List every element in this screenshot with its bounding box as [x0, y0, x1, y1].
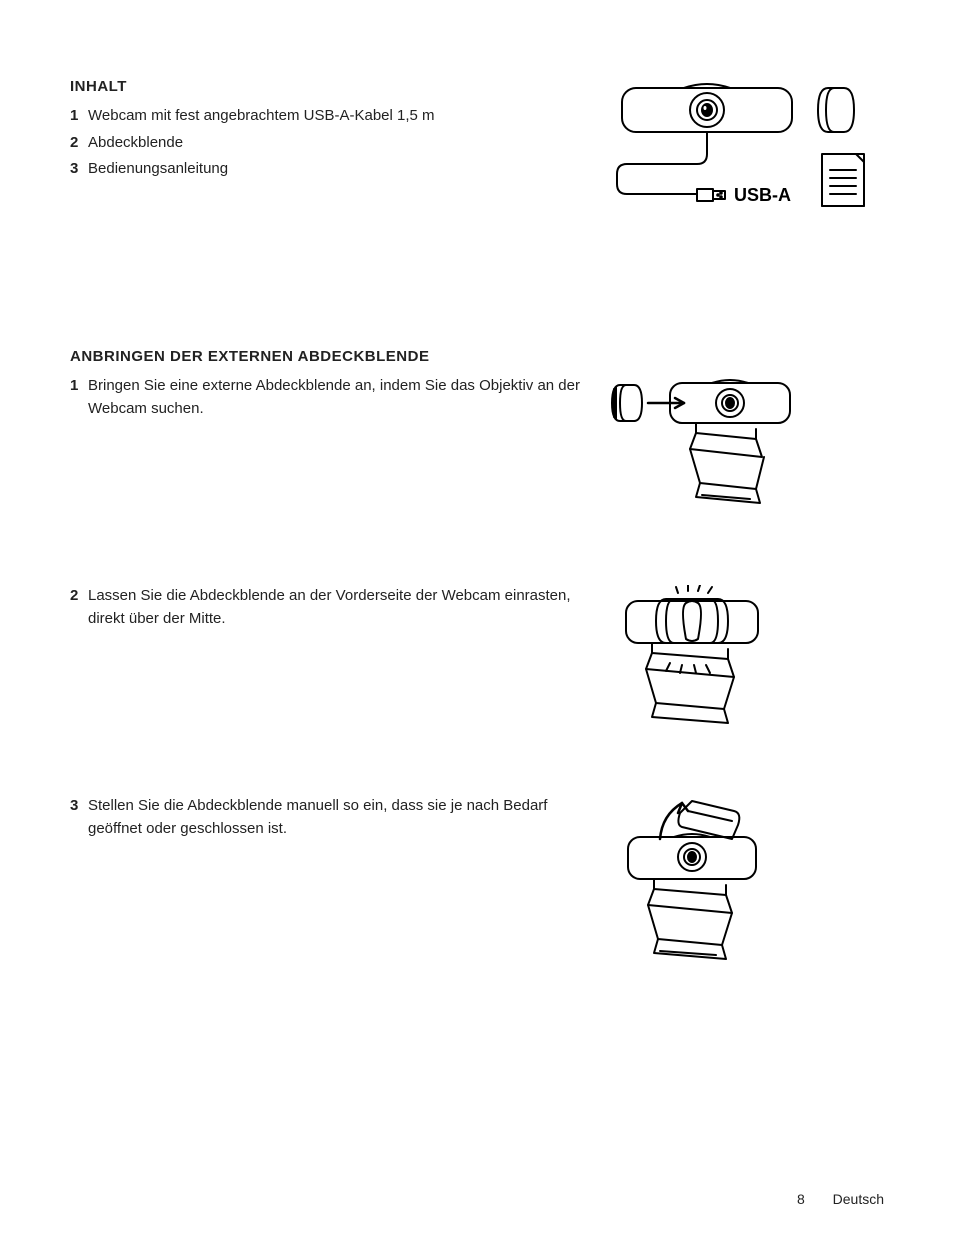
attach-shutter-step3-illustration	[604, 795, 784, 985]
step-text-column: 2 Lassen Sie die Abdeckblende an der Vor…	[70, 585, 604, 634]
inhalt-text-column: INHALT 1 Webcam mit fest angebrachtem US…	[70, 78, 604, 185]
step-item: 3 Stellen Sie die Abdeckblende manuell s…	[70, 795, 584, 840]
inhalt-item: 2 Abdeckblende	[70, 132, 584, 155]
inhalt-figure: USB-A	[604, 78, 884, 218]
section-anbringen: ANBRINGEN DER EXTERNEN ABDECKBLENDE 1 Br…	[70, 348, 884, 985]
anbringen-heading: ANBRINGEN DER EXTERNEN ABDECKBLENDE	[70, 348, 884, 365]
item-number: 2	[70, 132, 88, 155]
item-text: Webcam mit fest angebrachtem USB-A-Kabel…	[88, 105, 584, 128]
item-number: 3	[70, 158, 88, 181]
step-figure	[604, 795, 884, 985]
item-text: Bedienungsanleitung	[88, 158, 584, 181]
inhalt-heading: INHALT	[70, 78, 584, 95]
attach-shutter-step2-illustration	[604, 585, 784, 755]
usb-a-label: USB-A	[734, 185, 791, 205]
inhalt-item: 1 Webcam mit fest angebrachtem USB-A-Kab…	[70, 105, 584, 128]
language-label: Deutsch	[833, 1191, 884, 1207]
step-text: Bringen Sie eine externe Abdeckblende an…	[88, 375, 584, 420]
step-figure	[604, 585, 884, 755]
attach-shutter-step1-illustration	[604, 375, 804, 535]
anbringen-step: 2 Lassen Sie die Abdeckblende an der Vor…	[70, 585, 884, 755]
section-inhalt: INHALT 1 Webcam mit fest angebrachtem US…	[70, 78, 884, 218]
item-text: Abdeckblende	[88, 132, 584, 155]
step-item: 2 Lassen Sie die Abdeckblende an der Vor…	[70, 585, 584, 630]
manual-page: INHALT 1 Webcam mit fest angebrachtem US…	[0, 0, 954, 1235]
step-text: Stellen Sie die Abdeckblende manuell so …	[88, 795, 584, 840]
step-text-column: 1 Bringen Sie eine externe Abdeckblende …	[70, 375, 604, 424]
page-footer: 8 Deutsch	[797, 1191, 884, 1207]
step-number: 2	[70, 585, 88, 630]
inhalt-item: 3 Bedienungsanleitung	[70, 158, 584, 181]
step-figure	[604, 375, 884, 535]
page-number: 8	[797, 1191, 805, 1207]
webcam-contents-illustration: USB-A	[604, 78, 884, 218]
step-number: 1	[70, 375, 88, 420]
step-text: Lassen Sie die Abdeckblende an der Vorde…	[88, 585, 584, 630]
anbringen-step: 1 Bringen Sie eine externe Abdeckblende …	[70, 375, 884, 545]
step-text-column: 3 Stellen Sie die Abdeckblende manuell s…	[70, 795, 604, 844]
item-number: 1	[70, 105, 88, 128]
step-number: 3	[70, 795, 88, 840]
step-item: 1 Bringen Sie eine externe Abdeckblende …	[70, 375, 584, 420]
anbringen-step: 3 Stellen Sie die Abdeckblende manuell s…	[70, 795, 884, 985]
inhalt-list: 1 Webcam mit fest angebrachtem USB-A-Kab…	[70, 105, 584, 181]
